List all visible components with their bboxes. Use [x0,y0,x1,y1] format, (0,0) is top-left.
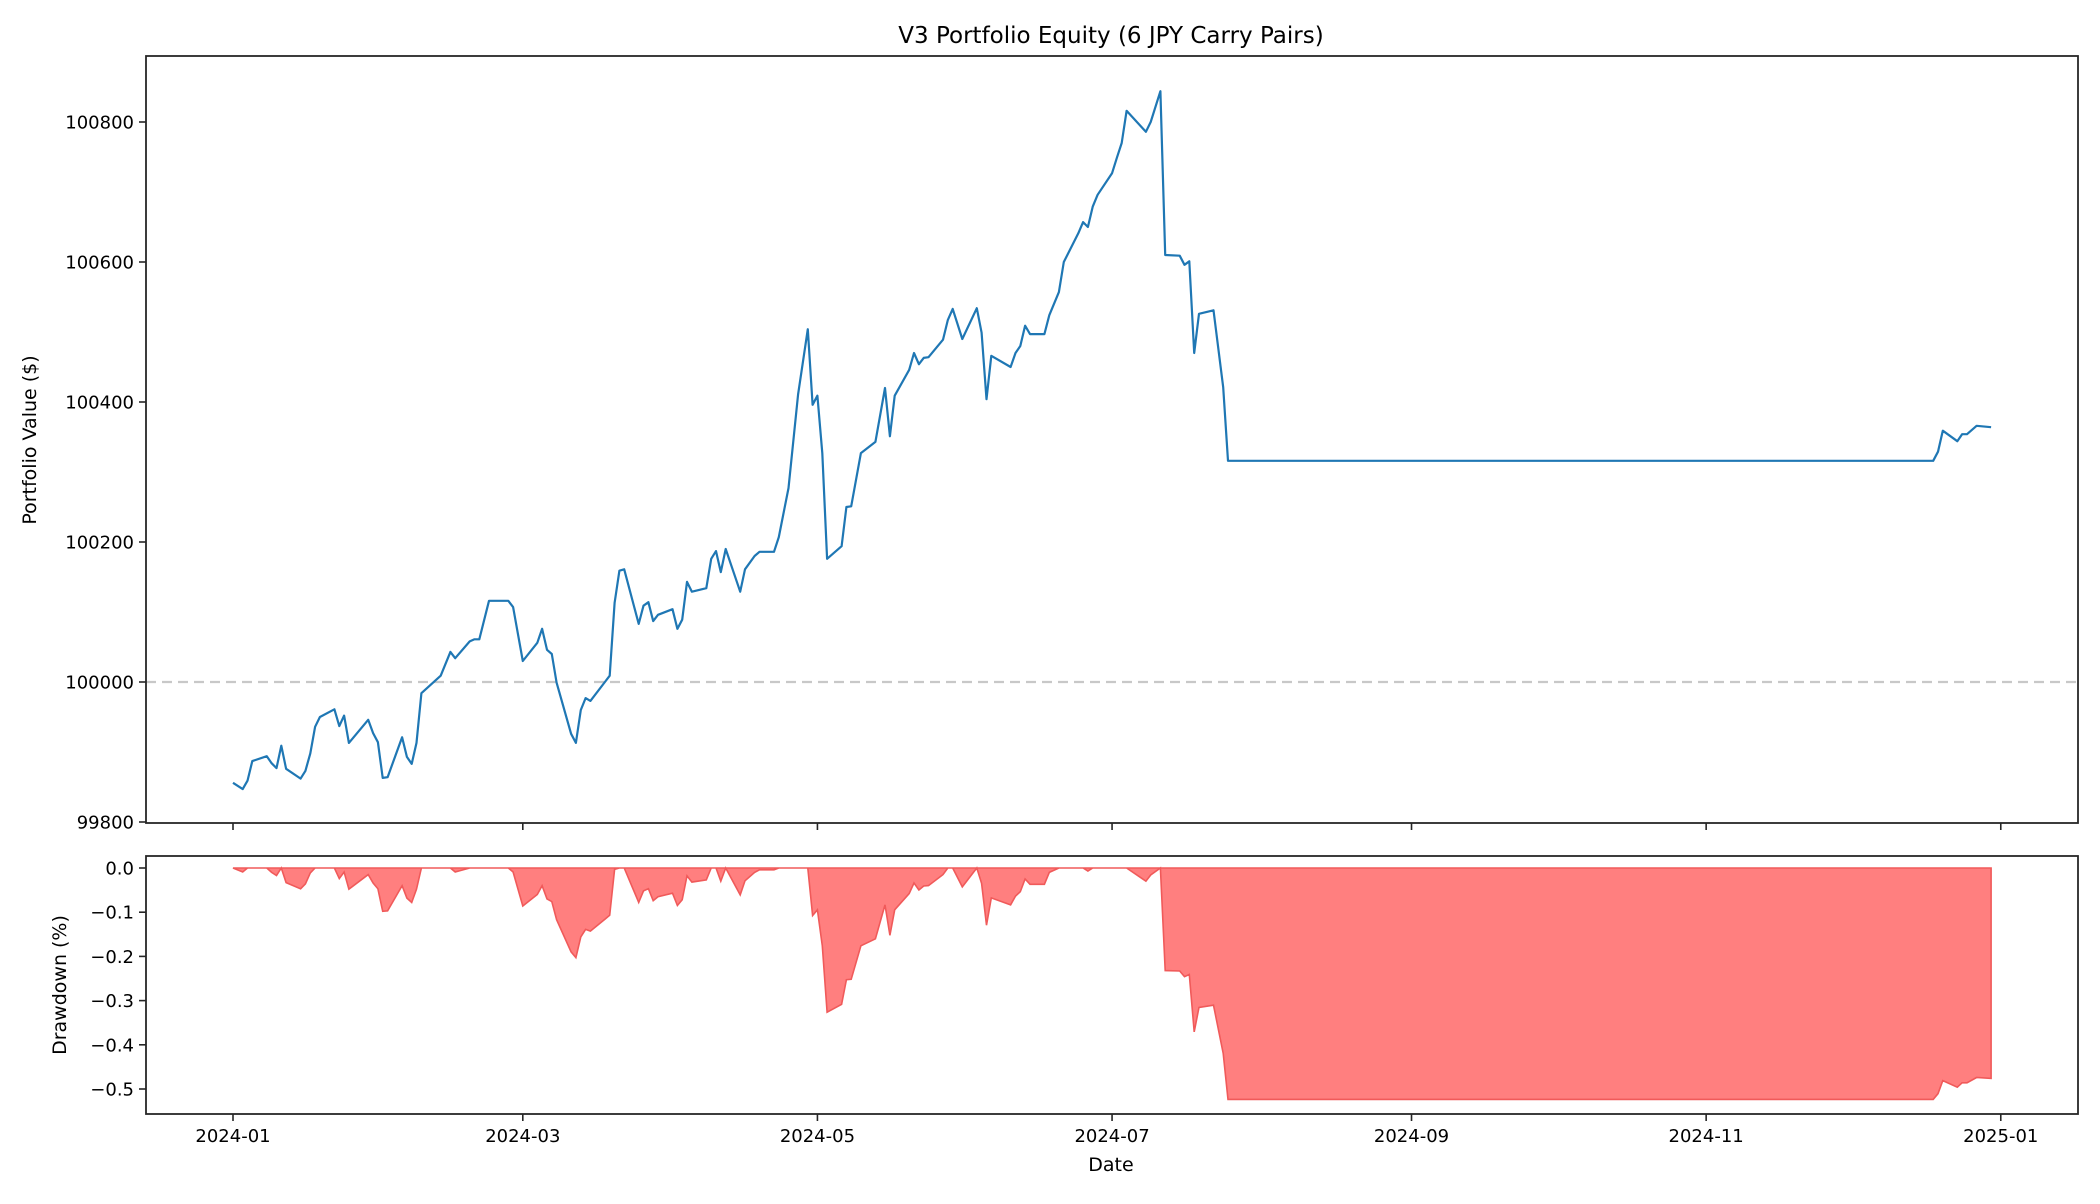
y-tick-label: −0.1 [90,903,134,924]
y-tick-label: 100000 [65,673,134,694]
x-tick-label: 2024-07 [1074,1126,1149,1147]
y-tick-label: −0.3 [90,991,134,1012]
equity-panel: 99800 100000 100200 100400 100600 100800 Port… [19,55,2079,834]
equity-y-axis-label: Portfolio Value ($) [19,355,41,524]
equity-line [232,90,1992,791]
equity-x-ticks [232,823,2002,830]
y-tick-label: 0.0 [105,859,134,880]
y-tick-label: −0.2 [90,947,134,968]
drawdown-panel: 0.0−0.1−0.2−0.3−0.4−0.5 2024-01 2024-03 20… [49,855,2079,1176]
y-tick-label: 99800 [77,813,134,834]
x-tick-label: 2024-03 [485,1126,560,1147]
y-tick-label: 100400 [65,393,134,414]
y-tick-label: −0.5 [90,1080,134,1101]
drawdown-x-ticks: 2024-01 2024-03 2024-05 2024-07 2024-09 2024-… [195,1114,2038,1147]
x-tick-label: 2025-01 [1963,1126,2038,1147]
drawdown-y-ticks: 0.0 −0.1 −0.2 −0.3 −0.4 −0.5 [90,859,146,1101]
y-tick-label: −0.4 [90,1035,134,1056]
chart-title: V3 Portfolio Equity (6 JPY Carry Pairs) [898,23,1323,49]
drawdown-y-axis-label: Drawdown (%) [49,915,71,1055]
y-tick-label: 100800 [65,113,134,134]
x-tick-label: 2024-09 [1374,1126,1449,1147]
x-tick-label: 2024-01 [195,1126,270,1147]
drawdown-area [232,866,1992,1101]
x-tick-label: 2024-11 [1669,1126,1744,1147]
x-axis-label-date: Date [1088,1154,1133,1176]
y-tick-label: 100200 [65,533,134,554]
y-tick-label: 100600 [65,253,134,274]
x-tick-label: 2024-05 [780,1126,855,1147]
equity-y-ticks: 99800 100000 100200 100400 100600 100800 [65,113,146,834]
